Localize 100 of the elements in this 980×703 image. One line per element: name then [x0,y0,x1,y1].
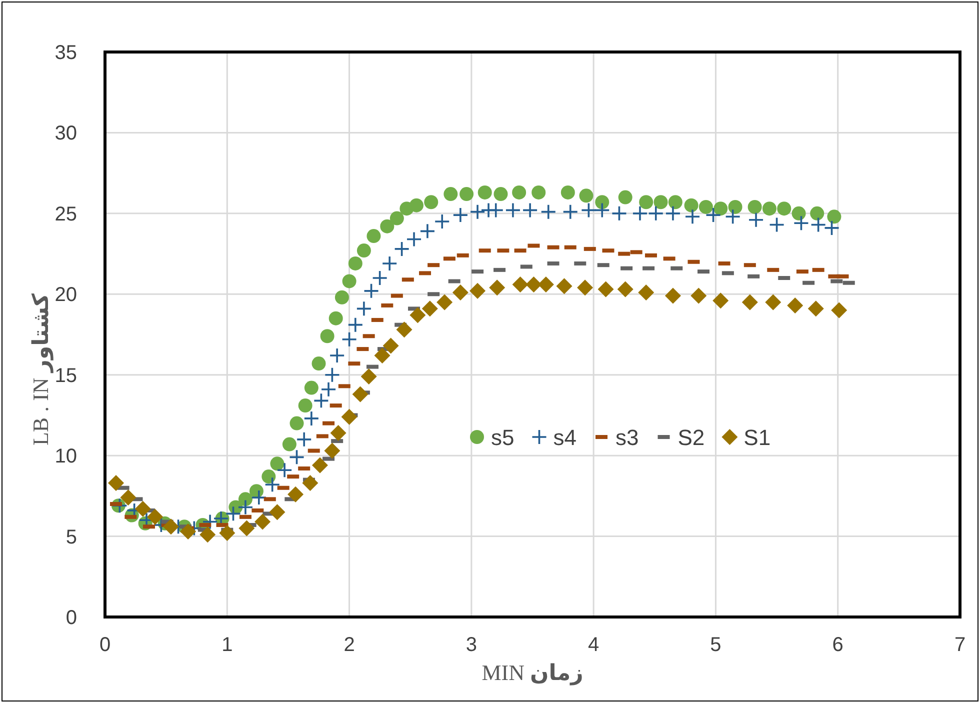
point [251,490,267,506]
point [452,284,468,301]
point [684,208,700,225]
point [269,504,286,520]
point [238,499,254,516]
point [225,506,242,522]
point [202,514,218,530]
point [410,307,426,324]
point [532,185,546,200]
y-tick-label: 20 [54,284,77,306]
point [611,206,628,222]
point [460,187,474,202]
point [219,525,236,542]
point [360,368,377,384]
point [444,187,458,202]
point [342,274,356,288]
point [302,475,318,492]
point [200,526,216,543]
point [424,195,438,210]
point [664,288,681,304]
point [422,300,438,317]
point [512,185,526,200]
point [147,508,164,525]
point [639,195,654,210]
x-tick-label: 7 [954,634,966,656]
point [372,270,388,286]
point [488,202,504,218]
point [540,204,556,220]
point [320,381,336,398]
point [390,211,404,226]
point [366,229,381,244]
point [824,220,840,236]
y-tick-label: 30 [54,122,77,145]
point [765,294,782,310]
point [724,208,741,225]
point [420,223,436,240]
point [742,294,758,310]
point [792,206,806,220]
point [396,322,412,338]
point [436,294,453,310]
y-tick-label: 5 [66,526,77,548]
point [329,348,345,364]
x-tick-label: 2 [344,634,355,656]
point [638,284,654,301]
point [526,276,542,292]
point [478,185,492,200]
point [579,188,594,203]
point [290,416,304,430]
point [282,437,296,452]
point [489,280,506,296]
point [120,490,136,506]
legend-label: s4 [553,425,576,450]
y-tick-label: 35 [54,42,77,64]
point [512,276,528,292]
point [668,195,682,210]
point [330,424,346,441]
point [254,514,271,530]
point [810,206,824,220]
point [288,449,305,466]
point [810,216,826,233]
point [380,219,394,234]
point [470,204,486,220]
x-tick-label: 4 [588,634,600,656]
point [618,190,632,204]
point [264,476,280,493]
point [298,398,312,413]
x-tick-label: 1 [222,634,233,656]
point [777,202,792,216]
point [632,206,648,222]
point [312,356,326,371]
point [452,207,468,223]
point [348,256,362,270]
point [808,300,824,317]
point [262,470,276,484]
point [356,244,371,258]
y-tick-label: 25 [54,203,77,226]
point [382,256,398,272]
point [787,297,804,314]
point [648,206,664,222]
point [762,202,776,216]
point [341,331,358,348]
point [598,281,614,298]
point [341,408,358,425]
point [238,492,252,506]
point [665,206,681,222]
point [356,300,372,317]
point [276,462,292,478]
point [538,276,554,292]
point [434,214,450,230]
point [577,280,594,296]
point [394,241,410,257]
y-tick-label: 0 [66,607,77,629]
point [352,386,368,402]
point [313,392,330,409]
point [556,278,572,294]
point [522,202,538,218]
point [684,198,698,212]
point [324,442,340,459]
point [374,347,390,364]
point [304,380,318,395]
